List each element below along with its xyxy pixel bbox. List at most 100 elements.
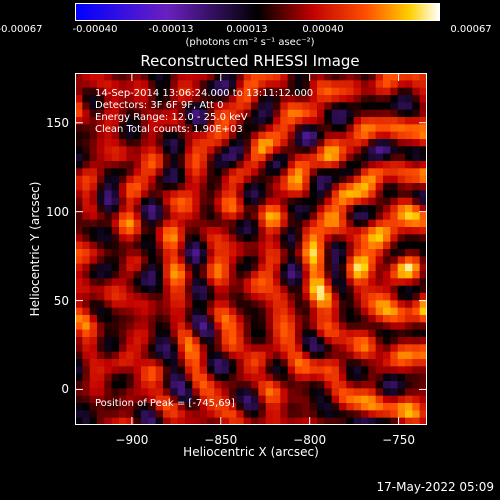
heatmap-cell: [192, 168, 200, 176]
heatmap-cell: [390, 278, 398, 286]
heatmap-cell: [419, 227, 427, 235]
heatmap-cell: [141, 278, 149, 286]
heatmap-cell: [141, 410, 149, 418]
heatmap-cell: [419, 315, 427, 323]
heatmap-cell: [346, 315, 354, 323]
heatmap-cell: [368, 190, 376, 198]
heatmap-cell: [309, 102, 318, 110]
heatmap-cell: [287, 322, 296, 330]
heatmap-cell: [214, 234, 222, 242]
heatmap-cell: [111, 403, 120, 411]
heatmap-cell: [397, 344, 406, 352]
heatmap-cell: [331, 109, 340, 118]
heatmap-cell: [185, 285, 193, 294]
heatmap-cell: [104, 153, 112, 162]
heatmap-cell: [419, 241, 427, 250]
heatmap-cell: [397, 197, 406, 206]
heatmap-cell: [133, 234, 142, 242]
heatmap-cell: [265, 175, 274, 184]
heatmap-cell: [163, 278, 171, 286]
heatmap-cell: [141, 241, 149, 250]
heatmap-cell: [170, 227, 178, 235]
heatmap-cell: [155, 87, 164, 96]
heatmap-cell: [258, 183, 266, 191]
heatmap-cell: [419, 95, 427, 103]
heatmap-cell: [148, 241, 156, 250]
heatmap-cell: [155, 278, 164, 286]
heatmap-cell: [126, 417, 134, 425]
heatmap-cell: [89, 205, 98, 213]
heatmap-cell: [317, 131, 325, 140]
heatmap-cell: [229, 80, 237, 88]
heatmap-cell: [295, 300, 303, 308]
heatmap-cell: [119, 388, 127, 396]
heatmap-cell: [361, 227, 369, 235]
heatmap-cell: [126, 87, 134, 96]
heatmap-cell: [280, 359, 288, 367]
heatmap-cell: [280, 124, 288, 132]
heatmap-cell: [324, 95, 332, 103]
heatmap-cell: [97, 337, 105, 345]
heatmap-cell: [309, 307, 318, 316]
heatmap-cell: [412, 241, 420, 250]
heatmap-cell: [199, 139, 208, 147]
heatmap-cell: [170, 410, 178, 418]
heatmap-cell: [163, 168, 171, 176]
heatmap-cell: [163, 263, 171, 272]
heatmap-cell: [361, 168, 369, 176]
heatmap-cell: [375, 410, 384, 418]
heatmap-cell: [119, 241, 127, 250]
heatmap-cell: [302, 183, 310, 191]
heatmap-cell: [331, 344, 340, 352]
y-ticks: [75, 122, 427, 390]
heatmap-cell: [207, 300, 215, 308]
heatmap-cell: [229, 263, 237, 272]
heatmap-cell: [324, 109, 332, 118]
x-axis-label: Heliocentric X (arcsec): [183, 445, 319, 459]
heatmap-cell: [243, 403, 252, 411]
heatmap-cell: [141, 227, 149, 235]
heatmap-cell: [280, 249, 288, 257]
heatmap-cell: [287, 153, 296, 162]
heatmap-cell: [199, 410, 208, 418]
heatmap-cell: [185, 315, 193, 323]
heatmap-cell: [251, 278, 259, 286]
heatmap-cell: [331, 417, 340, 425]
heatmap-cell: [397, 80, 406, 88]
heatmap-cell: [185, 329, 193, 338]
heatmap-cell: [302, 241, 310, 250]
heatmap-cell: [273, 139, 281, 147]
heatmap-cell: [339, 205, 347, 213]
heatmap-cell: [75, 161, 83, 169]
heatmap-cell: [141, 109, 149, 118]
heatmap-cell: [214, 381, 222, 389]
heatmap-cell: [111, 381, 120, 389]
heatmap-cell: [302, 293, 310, 301]
heatmap-cell: [163, 315, 171, 323]
heatmap-cell: [412, 131, 420, 140]
heatmap-cell: [89, 73, 98, 81]
heatmap-cell: [199, 102, 208, 110]
heatmap-cell: [104, 344, 112, 352]
heatmap-cell: [353, 183, 362, 191]
heatmap-cell: [199, 124, 208, 132]
heatmap-cell: [185, 234, 193, 242]
heatmap-cell: [221, 175, 230, 184]
heatmap-cell: [97, 373, 105, 382]
heatmap-cell: [390, 403, 398, 411]
heatmap-cell: [383, 131, 391, 140]
heatmap-cell: [324, 161, 332, 169]
y-tick-label: 0: [61, 382, 69, 397]
heatmap-cell: [383, 175, 391, 184]
heatmap-cell: [419, 124, 427, 132]
heatmap-cell: [251, 271, 259, 279]
heatmap-cell: [97, 227, 105, 235]
heatmap-cell: [295, 249, 303, 257]
heatmap-cell: [75, 315, 83, 323]
heatmap-cell: [273, 249, 281, 257]
heatmap-cell: [280, 322, 288, 330]
heatmap-cell: [177, 117, 186, 125]
heatmap-cell: [383, 227, 391, 235]
heatmap-cell: [229, 109, 237, 118]
heatmap-cell: [97, 124, 105, 132]
